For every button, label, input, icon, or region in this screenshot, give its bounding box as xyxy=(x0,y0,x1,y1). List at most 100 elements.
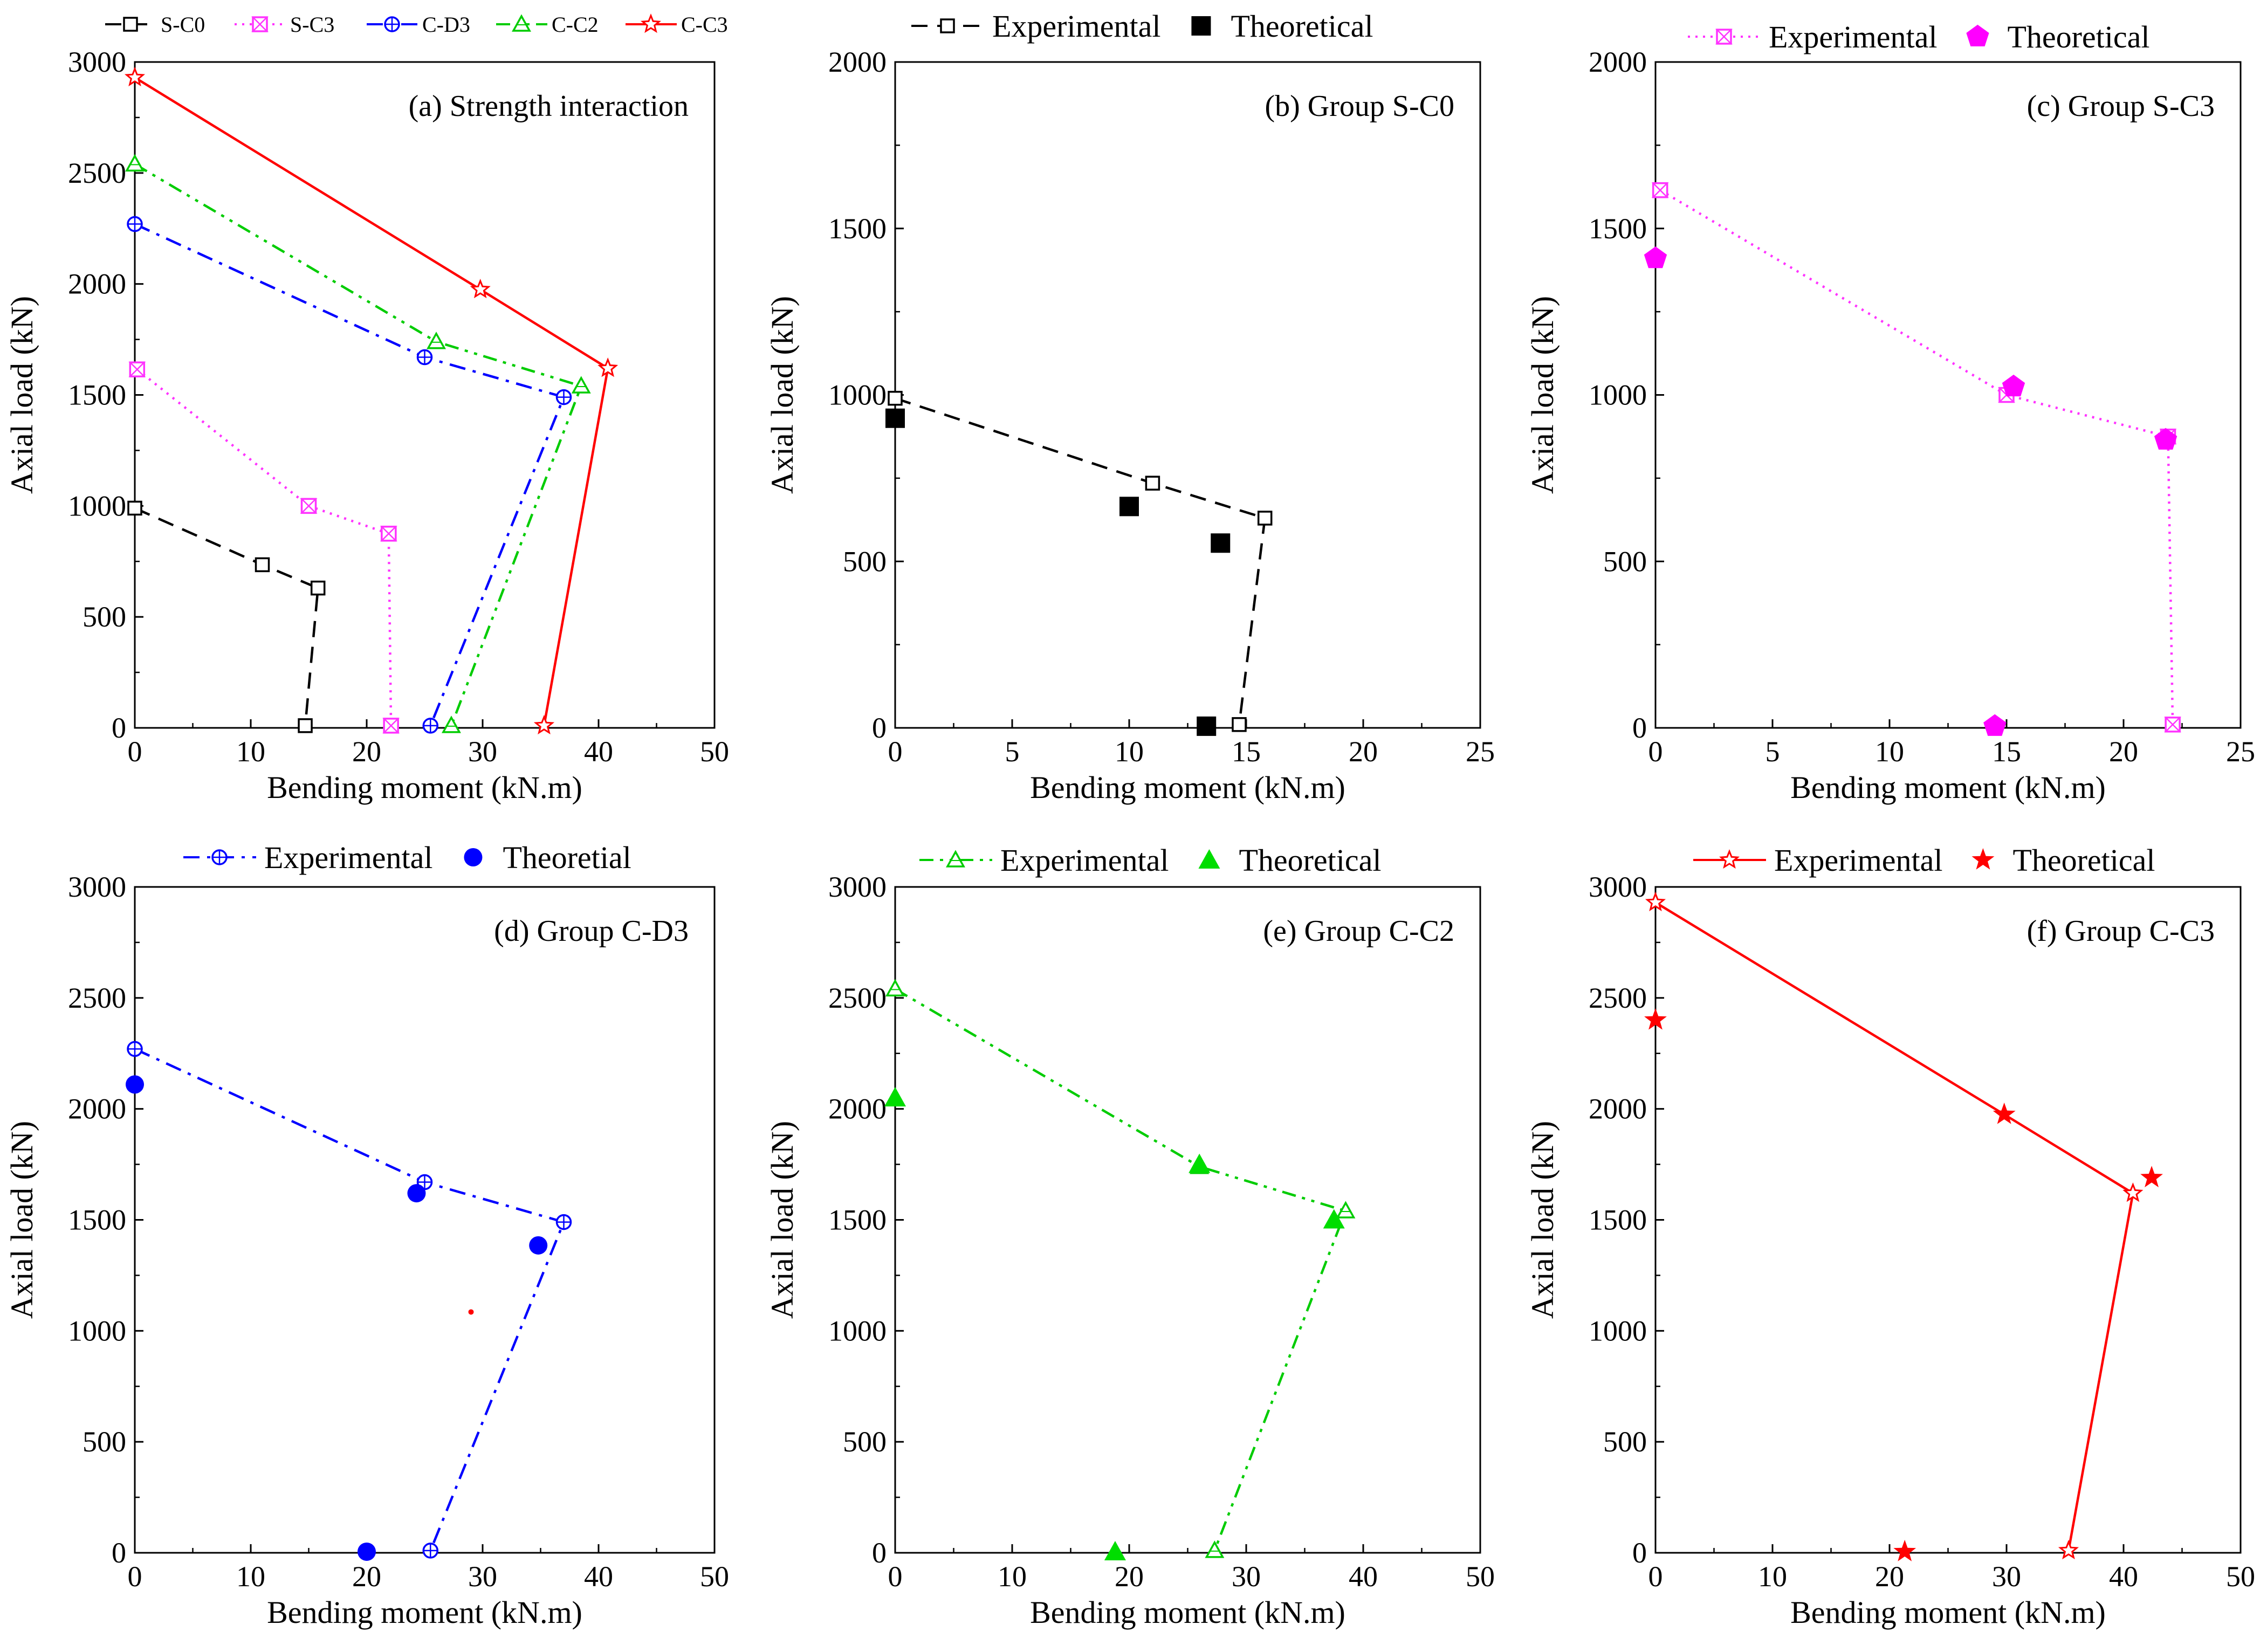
y-axis-label: Axial load (kN) xyxy=(1525,1121,1560,1319)
x-tick-label: 0 xyxy=(1648,735,1663,768)
data-point-experimental xyxy=(888,390,903,406)
legend-marker xyxy=(464,848,483,866)
data-point-theoretical xyxy=(1211,533,1231,553)
x-tick-label: 10 xyxy=(998,1560,1027,1593)
data-point-theoretical xyxy=(1189,1153,1211,1173)
data-point-experimental xyxy=(1205,1540,1225,1558)
data-point-c-c2 xyxy=(427,332,446,349)
x-tick-label: 10 xyxy=(236,1560,265,1593)
series-line-c-c2 xyxy=(134,163,583,726)
x-tick-label: 5 xyxy=(1005,735,1020,768)
data-point-theoretial xyxy=(126,1075,144,1094)
data-point-c-c2 xyxy=(571,376,591,394)
legend-marker xyxy=(123,17,138,32)
y-axis-label: Axial load (kN) xyxy=(4,296,39,494)
legend: Experimental Theoretical xyxy=(911,9,1373,44)
data-point-theoretial xyxy=(358,1542,376,1561)
y-axis-label: Axial load (kN) xyxy=(765,1121,800,1319)
legend-marker xyxy=(384,16,400,32)
y-tick-label: 2000 xyxy=(68,1093,126,1125)
legend: Experimental Theoretial xyxy=(183,840,631,875)
series-line-s-c3 xyxy=(136,368,393,726)
legend-label: Experimental xyxy=(1769,19,1937,54)
x-tick-label: 10 xyxy=(1115,735,1144,768)
x-tick-label: 10 xyxy=(1758,1560,1787,1593)
data-point-s-c0 xyxy=(298,718,313,733)
x-tick-label: 40 xyxy=(1349,1560,1378,1593)
legend-label: Theoretical xyxy=(2007,19,2149,54)
legend-label: C-D3 xyxy=(422,12,470,37)
legend-label: Theoretical xyxy=(1239,843,1381,878)
data-point-theoretical xyxy=(1983,714,2007,736)
legend-marker xyxy=(1966,24,1989,46)
data-point-experimental xyxy=(127,1041,143,1057)
x-tick-label: 30 xyxy=(1232,1560,1261,1593)
legend-marker xyxy=(640,13,662,33)
y-axis-label: Axial load (kN) xyxy=(1525,296,1560,494)
data-point-theoretial xyxy=(407,1184,426,1203)
x-tick-label: 15 xyxy=(1232,735,1261,768)
y-tick-label: 1000 xyxy=(68,1314,126,1347)
series-line-experimental xyxy=(895,397,1266,725)
data-point-experimental xyxy=(885,979,905,997)
data-point-theoretical xyxy=(885,408,905,428)
x-tick-label: 0 xyxy=(128,735,142,768)
data-point-experimental xyxy=(1651,182,1669,198)
y-tick-label: 1000 xyxy=(68,490,126,522)
x-tick-label: 0 xyxy=(888,735,903,768)
y-tick-label: 3000 xyxy=(1589,871,1647,903)
legend-label: Theoretical xyxy=(1231,9,1373,44)
data-point-theoretical xyxy=(1993,1103,2016,1124)
data-point-theoretical xyxy=(1893,1539,1916,1561)
data-point-s-c3 xyxy=(300,498,318,514)
legend-marker xyxy=(1191,16,1211,36)
x-tick-label: 20 xyxy=(352,735,381,768)
data-point-s-c3 xyxy=(128,361,146,377)
data-point-theoretical xyxy=(1644,246,1667,269)
data-point-c-c3 xyxy=(533,714,555,735)
legend-label: C-C3 xyxy=(681,12,728,37)
data-point-experimental xyxy=(1257,511,1273,526)
y-axis-label: Axial load (kN) xyxy=(765,296,800,494)
x-tick-label: 10 xyxy=(1875,735,1904,768)
y-tick-label: 2000 xyxy=(828,46,887,78)
legend-label: S-C3 xyxy=(290,12,334,37)
legend: S-C0 S-C3 C-D3 C-C2 C-C3 xyxy=(105,12,728,37)
legend-marker xyxy=(512,14,531,32)
x-tick-label: 25 xyxy=(2226,735,2255,768)
x-tick-label: 30 xyxy=(468,735,497,768)
y-tick-label: 0 xyxy=(112,1537,126,1569)
y-tick-label: 1500 xyxy=(1589,212,1647,245)
data-point-s-c0 xyxy=(310,580,326,596)
legend-label: C-C2 xyxy=(552,12,599,37)
x-axis-label: Bending moment (kN.m) xyxy=(1790,770,2106,805)
plot-frame xyxy=(894,61,1481,729)
data-point-c-c3 xyxy=(597,357,619,377)
legend-label: Theoretial xyxy=(503,840,631,875)
plot-frame xyxy=(134,61,716,729)
panel-title: (a) Strength interaction xyxy=(409,90,689,123)
series-line-c-d3 xyxy=(134,223,565,726)
chart-panel-c: 0 5 10 15 20 25 0 500 1000 1500 2000 Bending moment… xyxy=(1525,19,2255,805)
y-tick-label: 0 xyxy=(1632,712,1647,744)
y-tick-label: 2000 xyxy=(828,1093,887,1125)
y-tick-label: 1500 xyxy=(828,212,887,245)
y-tick-label: 0 xyxy=(872,712,887,744)
data-point-c-d3 xyxy=(416,349,433,366)
legend-label: Experimental xyxy=(992,9,1160,44)
y-tick-label: 2500 xyxy=(68,157,126,189)
y-tick-label: 2500 xyxy=(828,982,887,1014)
legend-label: Experimental xyxy=(1000,843,1169,878)
data-layer xyxy=(884,979,1356,1560)
data-layer xyxy=(1644,182,2182,736)
y-tick-label: 500 xyxy=(83,601,126,633)
data-point-experimental xyxy=(555,1214,572,1230)
series-line-experimental xyxy=(1654,901,2134,1551)
data-point-experimental xyxy=(2164,717,2182,733)
x-tick-label: 0 xyxy=(1648,1560,1663,1593)
x-tick-label: 40 xyxy=(2109,1560,2138,1593)
data-point-experimental xyxy=(2122,1182,2144,1202)
x-axis-label: Bending moment (kN.m) xyxy=(1030,770,1345,805)
series-line-experimental xyxy=(894,988,1347,1551)
data-layer xyxy=(885,390,1273,736)
